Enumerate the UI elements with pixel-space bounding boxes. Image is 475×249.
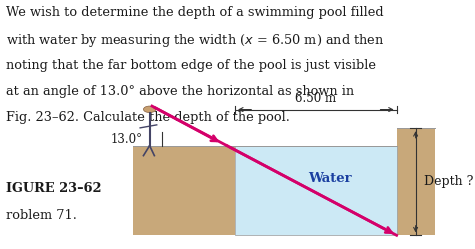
Text: Depth ?: Depth ? <box>424 175 474 188</box>
Text: We wish to determine the depth of a swimming pool filled: We wish to determine the depth of a swim… <box>6 6 383 19</box>
Bar <box>133 146 235 235</box>
Text: 13.0°: 13.0° <box>111 133 142 146</box>
Text: at an angle of 13.0° above the horizontal as shown in: at an angle of 13.0° above the horizonta… <box>6 85 354 98</box>
Text: with water by measuring the width ($x$ = 6.50 m) and then: with water by measuring the width ($x$ =… <box>6 32 384 49</box>
Text: 6.50 m: 6.50 m <box>295 92 336 105</box>
Text: Fig. 23–62. Calculate the depth of the pool.: Fig. 23–62. Calculate the depth of the p… <box>6 111 290 124</box>
Bar <box>397 128 435 235</box>
Bar <box>235 146 397 235</box>
Text: noting that the far bottom edge of the pool is just visible: noting that the far bottom edge of the p… <box>6 59 376 71</box>
Text: IGURE 23–62: IGURE 23–62 <box>6 182 101 195</box>
Circle shape <box>143 106 156 113</box>
Text: Water: Water <box>308 172 352 185</box>
Text: roblem 71.: roblem 71. <box>6 209 76 222</box>
